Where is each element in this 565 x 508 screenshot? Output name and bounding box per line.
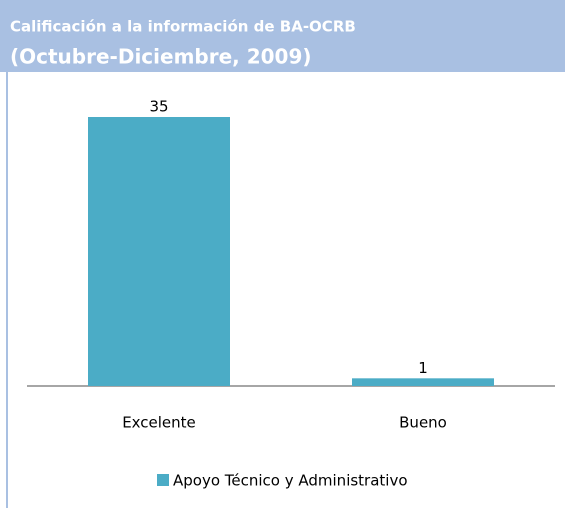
chart-subtitle: (Octubre-Diciembre, 2009)	[10, 45, 312, 69]
bar	[352, 378, 494, 386]
data-label: 35	[149, 98, 168, 116]
chart-title: Calificación a la información de BA-OCRB	[10, 18, 356, 36]
x-tick-label: Bueno	[399, 414, 447, 432]
legend-swatch	[157, 474, 169, 486]
bar	[88, 117, 230, 386]
left-border	[6, 72, 8, 508]
header-band	[0, 0, 565, 72]
data-label: 1	[418, 359, 428, 377]
legend-label: Apoyo Técnico y Administrativo	[173, 472, 408, 490]
x-tick-label: Excelente	[122, 414, 196, 432]
